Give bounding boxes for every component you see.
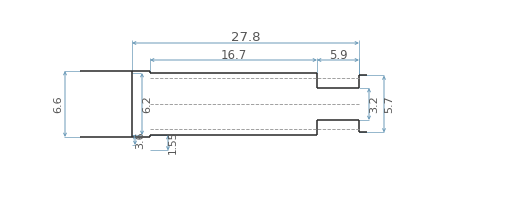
Text: 16.7: 16.7 [220, 49, 247, 62]
Text: 5.9: 5.9 [329, 49, 347, 62]
Text: 6.2: 6.2 [143, 95, 153, 113]
Text: 5.7: 5.7 [384, 95, 394, 113]
Text: 1.55: 1.55 [167, 131, 178, 154]
Text: 3.6: 3.6 [135, 131, 146, 149]
Text: 6.6: 6.6 [53, 95, 64, 113]
Text: 3.2: 3.2 [370, 95, 380, 113]
Text: 27.8: 27.8 [231, 31, 260, 44]
